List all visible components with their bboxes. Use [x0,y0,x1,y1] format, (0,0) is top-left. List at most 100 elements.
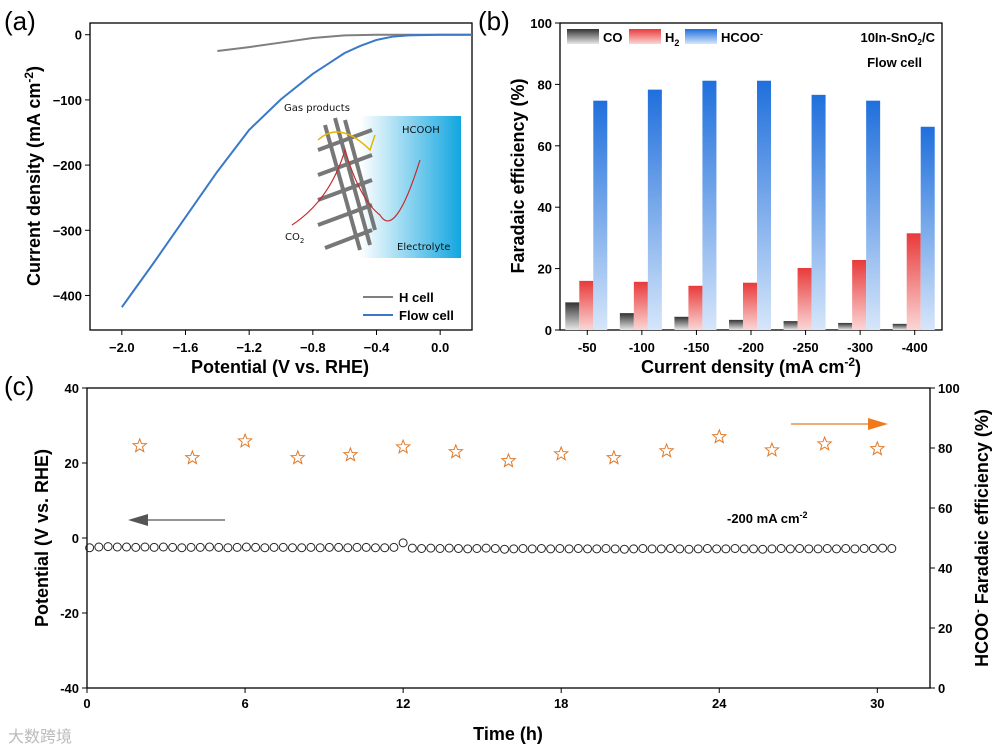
x-tick-label-c: 24 [712,696,727,711]
potential-point [758,544,768,554]
potential-point [831,544,841,554]
potential-point [140,542,150,552]
x-tick-label-a: −0.8 [300,340,326,355]
potential-point [370,543,380,553]
x-tick-label-c: 0 [83,696,90,711]
y-tick-label-left-c: 40 [65,381,79,396]
panel-label-a: (a) [4,6,36,36]
potential-point [444,543,454,553]
bar-hcoo--200 [757,80,771,330]
inset-label-electrolyte: Electrolyte [397,242,450,253]
potential-point [619,544,629,554]
y-tick-label-b: 100 [530,16,552,31]
watermark-logo: 大数跨境 [8,727,72,746]
potential-point [177,543,187,553]
x-tick-label-a: −1.2 [236,340,262,355]
potential-point [712,544,722,554]
faradaic-efficiency-star [289,449,306,465]
potential-point [675,544,685,554]
x-tick-label-b: -400 [902,340,928,355]
right-axis-arrowhead [868,418,888,430]
potential-point [702,544,712,553]
bar-h--50 [579,280,594,330]
y-tick-label-b: 80 [538,77,552,92]
potential-point [813,544,823,554]
x-tick-label-b: -200 [738,340,764,355]
bar-hcoo--300 [866,100,881,331]
potential-point [481,543,491,553]
potential-point [103,542,113,552]
potential-point [232,542,242,552]
co2-path-arrow [291,147,421,226]
plot-frame-c [86,387,931,689]
bar-co--300 [838,322,853,330]
potential-point [546,544,556,554]
potential-point [131,542,141,552]
bar-co--150 [674,316,689,330]
legend-swatch-co [567,29,599,44]
potential-point [647,544,657,554]
current-density-annotation: -200 mA cm-2 [727,510,808,526]
x-tick-label-a: −1.6 [173,340,199,355]
potential-point [795,544,805,553]
bar-co--200 [729,319,743,330]
potential-point [878,543,888,553]
bar-hcoo--250 [811,94,826,330]
bar-h--100 [633,281,648,330]
potential-point [868,544,878,553]
potential-point [490,544,500,553]
inset-label-hcooh: HCOOH [402,125,440,136]
faradaic-efficiency-star [869,440,886,456]
y-tick-label-b: 20 [538,262,552,277]
potential-point [352,542,362,552]
faradaic-efficiency-star [605,449,622,465]
potential-point [297,543,307,553]
x-tick-label-b: -50 [578,340,597,355]
potential-point [186,542,196,552]
bar-co--50 [565,302,580,330]
x-tick-label-a: −0.4 [364,340,390,355]
y-tick-label-right-c: 80 [938,441,952,456]
inset-schematic: Gas products HCOOH CO2 Electrolyte [284,103,461,258]
x-tick-label-a: −2.0 [109,340,135,355]
inset-label-co2: CO2 [285,232,304,245]
y-tick-label-a: −400 [53,288,82,303]
panel-a-lsv-chart: Potential (V vs. RHE) Current density (m… [22,22,473,377]
potential-point [407,543,417,553]
potential-point [306,542,316,552]
potential-point [398,538,408,548]
potential-point [426,543,436,553]
potential-point [684,544,694,554]
potential-point [223,543,233,553]
legend-label-hcoo: HCOO- [721,29,763,45]
potential-point [158,542,168,552]
potential-point [555,544,565,553]
panel-c-stability-chart: Time (h) Potential (V vs. RHE) HCOO- Far… [32,381,992,744]
x-tick-label-b: -250 [793,340,819,355]
potential-point [601,544,611,553]
y-tick-label-left-c: 20 [65,456,79,471]
bar-hcoo--100 [647,89,662,330]
potential-point [730,544,740,553]
bar-co--250 [783,321,798,330]
potential-point [629,544,639,554]
potential-point [527,544,537,554]
potential-point [776,544,786,553]
potential-point [324,542,334,552]
x-axis-label-c: Time (h) [473,724,543,744]
series-line-h-cell [217,33,472,53]
y-tick-label-left-c: -40 [60,681,79,696]
potential-point [389,542,399,552]
potential-point [656,544,666,554]
bar-h--150 [688,285,703,330]
potential-point [767,544,777,554]
faradaic-efficiency-star [131,437,148,453]
potential-point [785,544,795,554]
y-axis-label-b: Faradaic efficiency (%) [508,78,528,273]
potential-point [241,542,251,552]
legend-label-flow-cell: Flow cell [399,308,454,323]
faradaic-efficiency-star [184,449,201,465]
potential-point [260,543,270,553]
catalyst-annotation: 10In-SnO2/C [860,30,935,47]
